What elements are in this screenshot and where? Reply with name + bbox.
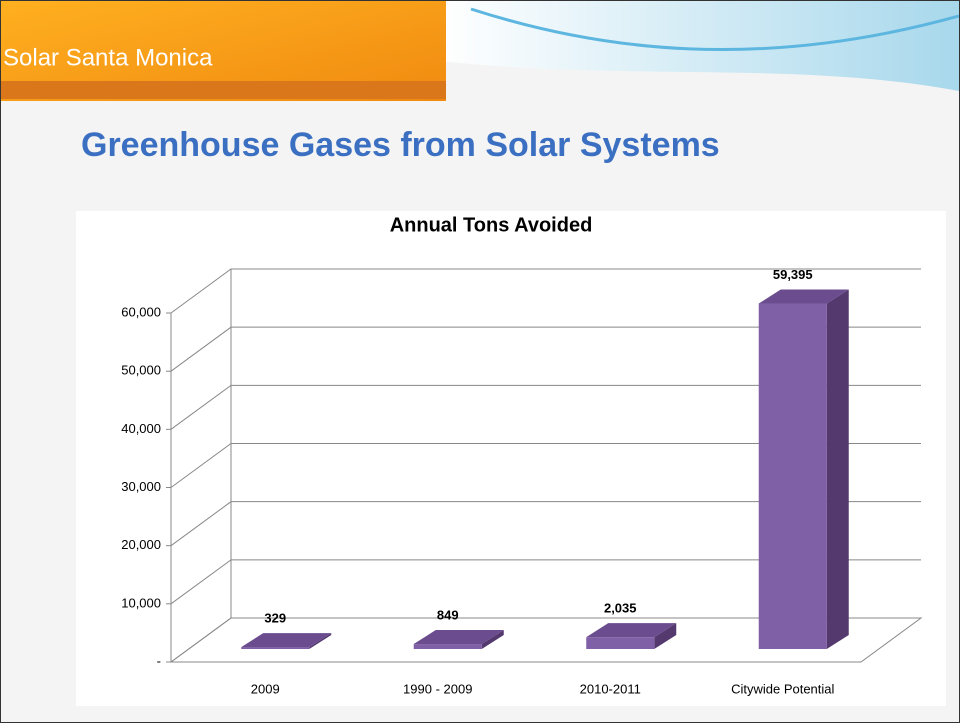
y-tick-label: 60,000	[121, 304, 161, 319]
x-tick-label: 2010-2011	[580, 681, 641, 696]
value-label: 329	[264, 611, 286, 626]
y-tick-label: 10,000	[121, 595, 161, 610]
x-tick-label: 1990 - 2009	[403, 681, 472, 696]
y-tick-label: 50,000	[121, 363, 161, 378]
y-tick-label: 30,000	[121, 479, 161, 494]
slide: Solar Santa Monica Annual Tons Avoided -…	[0, 0, 960, 723]
y-tick-label: -	[157, 653, 161, 668]
value-label: 2,035	[604, 601, 637, 616]
y-tick-label: 40,000	[121, 421, 161, 436]
bar	[241, 647, 309, 649]
bar	[414, 644, 482, 649]
bar	[759, 304, 827, 649]
slide-title: Greenhouse Gases from Solar Systems	[81, 123, 721, 167]
chart: Solar Santa Monica Annual Tons Avoided -…	[1, 1, 959, 722]
skyline	[1, 81, 446, 99]
bar	[586, 637, 654, 649]
brand: Solar Santa Monica	[3, 44, 213, 71]
y-tick-label: 20,000	[121, 537, 161, 552]
chart-title: Annual Tons Avoided	[390, 214, 593, 236]
x-tick-label: 2009	[251, 681, 280, 696]
bar-side	[827, 290, 849, 649]
x-tick-label: Citywide Potential	[731, 681, 834, 696]
value-label: 59,395	[773, 267, 813, 282]
value-label: 849	[437, 607, 459, 622]
header-swoosh	[441, 1, 959, 91]
